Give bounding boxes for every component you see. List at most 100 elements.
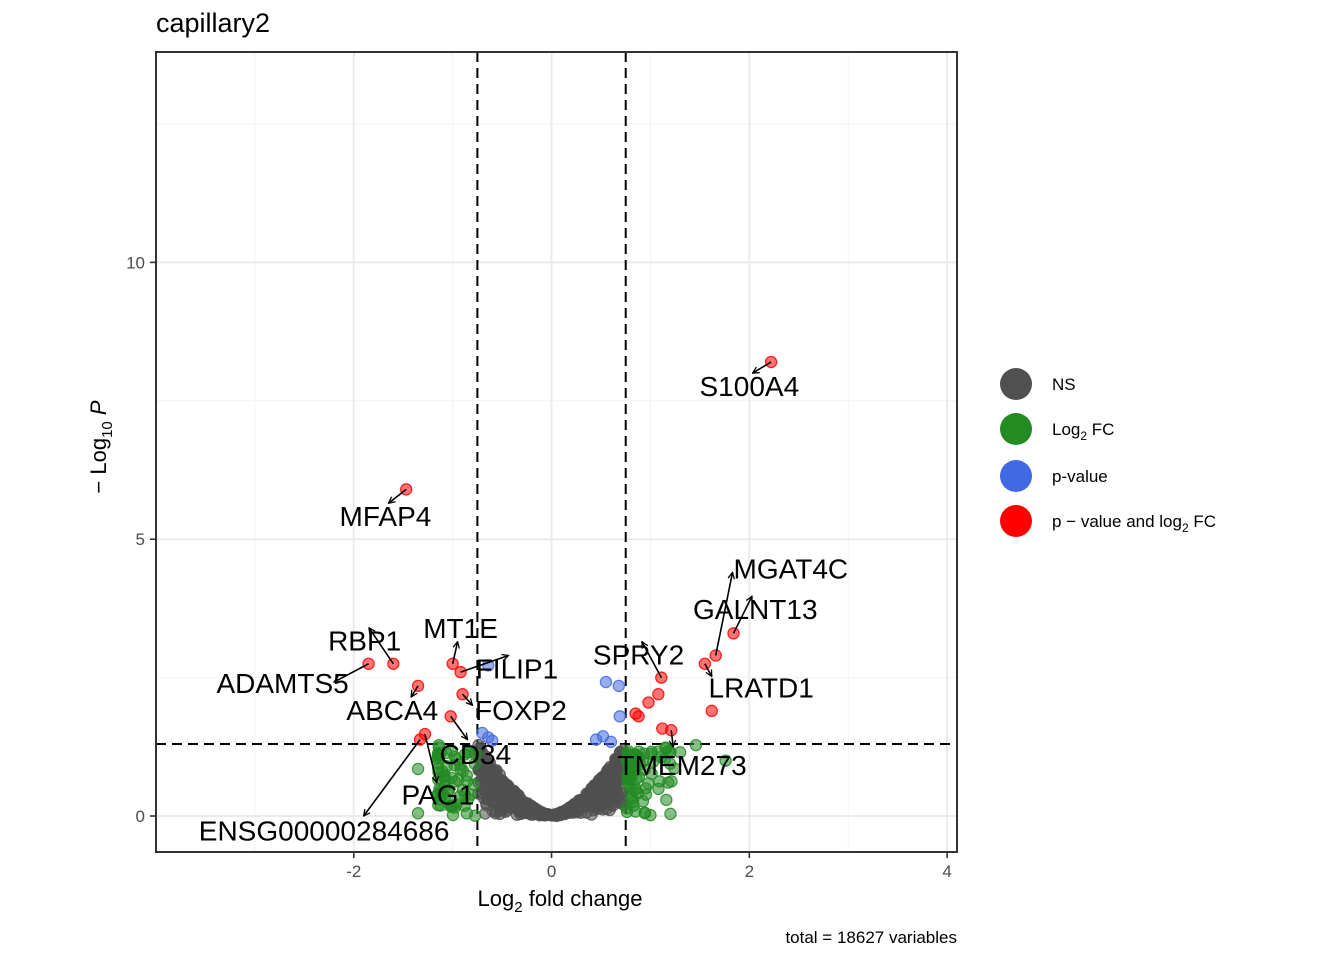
log2fc-point: [456, 764, 470, 777]
log2fc-point: [440, 759, 453, 773]
log2fc-point: [432, 738, 446, 752]
log2fc-point: [664, 807, 677, 821]
label-connector: [671, 730, 673, 747]
gene-label: TMEM273: [618, 750, 747, 781]
label-connector: [334, 663, 369, 683]
significant-point: [632, 710, 645, 723]
legend-label-pvalue: p-value: [1052, 467, 1108, 486]
label-connector: [461, 693, 473, 705]
label-connector: [641, 642, 663, 678]
log2fc-point: [411, 762, 425, 776]
ns-point: [599, 767, 613, 781]
significant-point: [727, 627, 740, 640]
log2fc-point: [448, 801, 461, 814]
label-connector: [753, 361, 772, 373]
data-points: [362, 355, 778, 823]
x-tick-label: 4: [942, 862, 951, 881]
significant-point: [652, 688, 665, 701]
ns-point: [581, 797, 594, 810]
ns-point: [590, 778, 603, 792]
label-connector: [389, 488, 407, 503]
gene-label: GALNT13: [693, 594, 818, 625]
significant-point: [387, 657, 400, 670]
gene-label: FILIP1: [476, 653, 558, 684]
gene-label: ADAMTS5: [216, 668, 348, 699]
axes: -2 0 2 4 0 5 10: [126, 253, 952, 881]
gene-label: CD34: [440, 739, 512, 770]
label-connector: [704, 663, 713, 677]
x-axis-label: Log2 fold change: [478, 886, 643, 916]
label-connector: [369, 628, 394, 665]
gene-label: LRATD1: [709, 673, 814, 704]
log2fc-point: [464, 788, 477, 801]
legend-swatch-both: [1000, 505, 1032, 537]
ns-point: [490, 764, 503, 778]
log2fc-point: [460, 775, 474, 788]
legend: NS Log2 FC p-value p − value and log2 FC: [1000, 368, 1216, 537]
log2fc-point: [435, 789, 449, 802]
log2fc-point: [411, 807, 425, 820]
gene-label: SPRY2: [593, 639, 684, 670]
ns-point: [595, 787, 609, 800]
pvalue-point: [613, 710, 626, 723]
log2fc-point: [660, 793, 673, 807]
gene-label: FOXP2: [475, 695, 567, 726]
legend-swatch-log2fc: [1000, 413, 1032, 445]
log2fc-point: [629, 782, 642, 795]
legend-swatch-ns: [1000, 368, 1032, 400]
chart-title: capillary2: [156, 8, 270, 38]
pvalue-point: [604, 735, 618, 749]
log2fc-point: [621, 746, 634, 760]
label-connector: [460, 655, 509, 673]
log2fc-point: [644, 747, 658, 760]
x-tick-label: -2: [346, 862, 361, 881]
ns-point: [510, 797, 523, 811]
gene-labels: S100A4 MFAP4 MGAT4C GALNT13 MT1E RBP1 SPRY2 FIL…: [199, 361, 849, 847]
label-connector: [451, 642, 458, 664]
ns-point: [610, 783, 623, 797]
ns-point: [479, 807, 492, 820]
gene-label: S100A4: [700, 371, 800, 402]
grid-lines: [156, 52, 957, 852]
log2fc-point: [460, 807, 474, 820]
label-connector: [364, 739, 421, 816]
log2fc-point: [445, 771, 458, 785]
legend-label-both: p − value and log2 FC: [1052, 512, 1216, 535]
significant-point: [705, 704, 718, 718]
ns-point: [498, 799, 512, 812]
pvalue-point: [612, 679, 626, 693]
significant-point: [655, 671, 668, 684]
pvalue-point: [599, 675, 613, 689]
legend-label-ns: NS: [1052, 375, 1076, 394]
y-tick-label: 0: [136, 807, 145, 826]
gene-label: ENSG00000284686: [199, 816, 450, 847]
gene-label: MFAP4: [340, 501, 432, 532]
log2fc-point: [662, 776, 675, 789]
ns-point: [537, 808, 551, 821]
gene-label: PAG1: [402, 780, 475, 811]
legend-label-log2fc: Log2 FC: [1052, 420, 1114, 443]
gene-label: MGAT4C: [734, 554, 849, 585]
plot-panel-border: [155, 51, 958, 853]
gene-label: MT1E: [423, 613, 498, 644]
y-axis-label: − Log10 P: [86, 400, 116, 493]
ns-point: [480, 778, 493, 791]
ns-point: [566, 802, 579, 815]
cutoff-lines: [156, 52, 957, 852]
legend-swatch-pvalue: [1000, 460, 1032, 492]
label-connector: [424, 733, 437, 783]
x-tick-label: 0: [547, 862, 556, 881]
label-connector: [411, 685, 419, 697]
significant-point: [642, 696, 655, 709]
label-connector: [732, 596, 753, 634]
ns-point: [554, 808, 567, 821]
log2fc-point: [719, 754, 732, 767]
log2fc-point: [620, 802, 634, 815]
gene-label: RBP1: [328, 626, 401, 657]
label-connector: [450, 715, 468, 739]
gene-label: ABCA4: [346, 695, 438, 726]
ns-point: [516, 806, 530, 820]
log2fc-point: [652, 782, 665, 796]
pvalue-point: [486, 734, 499, 747]
